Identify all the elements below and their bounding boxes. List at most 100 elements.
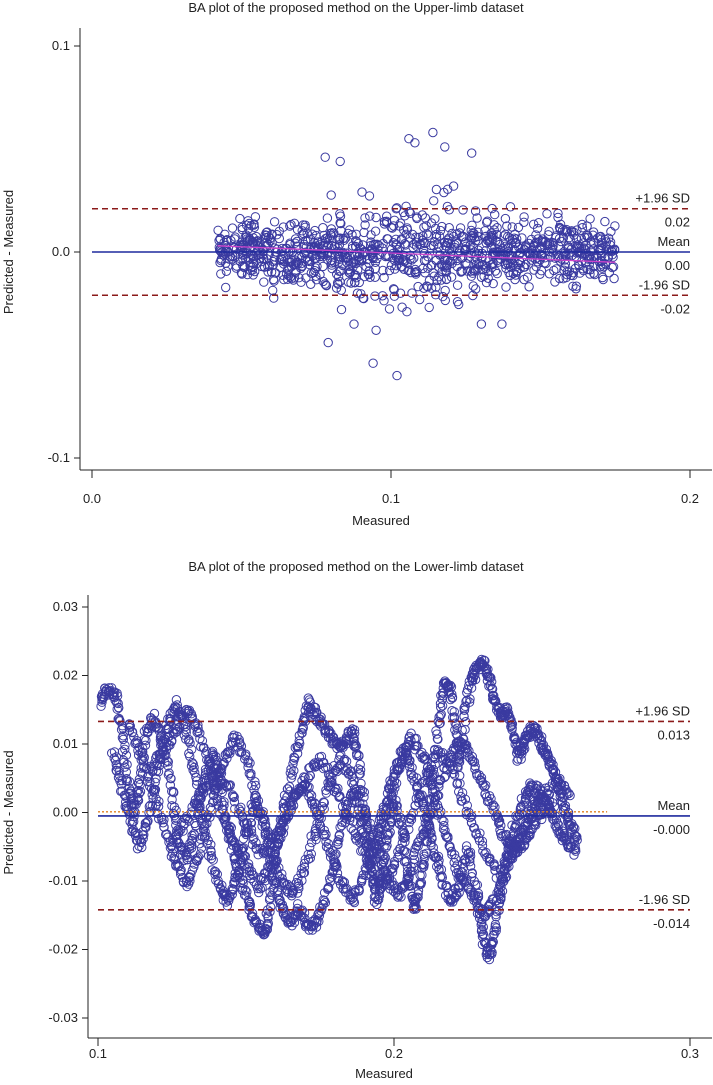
- data-point: [442, 237, 453, 248]
- data-point: [417, 210, 427, 220]
- data-point: [593, 244, 603, 254]
- data-point: [370, 839, 380, 849]
- data-point: [365, 818, 375, 828]
- data-point: [530, 726, 541, 736]
- data-point: [488, 800, 499, 810]
- data-point: [222, 235, 232, 245]
- data-point: [583, 231, 593, 241]
- data-point: [134, 788, 144, 799]
- data-point: [347, 778, 357, 788]
- data-point: [310, 804, 320, 815]
- data-point: [453, 867, 464, 878]
- data-point: [411, 237, 422, 248]
- data-point: [292, 888, 303, 898]
- data-point: [565, 790, 575, 801]
- data-point: [401, 857, 411, 867]
- data-point: [233, 843, 244, 853]
- lower-y-tick-label: 0.00: [53, 805, 78, 820]
- data-point: [221, 282, 231, 293]
- data-point: [401, 201, 411, 212]
- data-point: [197, 736, 208, 746]
- data-point: [429, 237, 440, 247]
- data-point: [444, 223, 454, 233]
- data-point: [213, 787, 223, 797]
- data-point: [335, 218, 345, 228]
- data-point: [394, 850, 404, 860]
- data-point: [210, 869, 220, 880]
- data-point: [480, 226, 490, 236]
- data-point: [300, 713, 310, 723]
- data-point: [147, 801, 158, 811]
- data-point: [361, 849, 371, 859]
- data-point: [299, 862, 310, 872]
- data-point: [571, 281, 582, 291]
- data-point: [287, 770, 297, 780]
- data-point: [150, 757, 160, 768]
- data-point: [408, 808, 418, 818]
- data-point: [260, 821, 270, 831]
- data-point: [360, 220, 370, 230]
- data-point: [384, 304, 395, 314]
- data-point: [306, 279, 316, 289]
- data-point: [432, 729, 442, 739]
- data-point: [454, 888, 464, 898]
- data-point: [435, 718, 445, 728]
- data-point: [229, 797, 240, 807]
- data-point: [595, 245, 605, 255]
- data-point: [469, 757, 480, 767]
- data-point: [457, 253, 467, 263]
- data-point: [495, 825, 505, 835]
- data-point: [339, 877, 349, 887]
- data-point: [176, 865, 186, 875]
- data-point: [181, 727, 191, 738]
- data-point: [325, 772, 335, 782]
- data-point: [511, 270, 521, 280]
- data-point: [334, 830, 345, 840]
- data-point: [388, 221, 399, 231]
- data-point: [393, 892, 403, 902]
- data-point: [512, 756, 522, 766]
- data-point: [437, 701, 448, 711]
- data-point: [440, 295, 450, 306]
- data-point: [359, 227, 369, 238]
- data-point: [586, 236, 596, 246]
- data-point: [460, 244, 470, 254]
- data-point: [514, 256, 525, 266]
- data-point: [203, 756, 214, 766]
- data-point: [193, 723, 203, 734]
- data-point: [221, 891, 231, 901]
- data-point: [367, 837, 377, 848]
- data-point: [430, 801, 441, 811]
- data-point: [118, 731, 128, 741]
- data-point: [222, 901, 233, 911]
- data-point: [263, 261, 273, 272]
- data-point: [555, 782, 565, 792]
- data-point: [263, 918, 273, 929]
- lower-y-tick-label: 0.01: [53, 736, 78, 751]
- data-point: [268, 256, 278, 267]
- data-point: [215, 234, 226, 245]
- data-point: [415, 294, 425, 305]
- data-point: [298, 912, 308, 922]
- data-point: [237, 239, 247, 249]
- data-point: [212, 796, 223, 806]
- data-point: [473, 231, 483, 242]
- data-point: [433, 745, 443, 755]
- data-point: [172, 726, 182, 737]
- data-point: [351, 741, 361, 751]
- data-point: [472, 213, 482, 223]
- data-point: [397, 235, 407, 245]
- data-point: [442, 756, 452, 767]
- data-point: [258, 244, 268, 255]
- data-point: [316, 813, 326, 823]
- data-point: [329, 257, 340, 267]
- data-point: [308, 759, 318, 770]
- data-point: [341, 756, 352, 767]
- data-point: [430, 223, 441, 234]
- data-point: [166, 841, 177, 852]
- data-point: [458, 205, 468, 215]
- data-point: [465, 851, 476, 861]
- lower-lower-sd-line-label: -1.96 SD: [639, 892, 690, 907]
- data-point: [356, 254, 367, 264]
- data-point: [487, 936, 498, 946]
